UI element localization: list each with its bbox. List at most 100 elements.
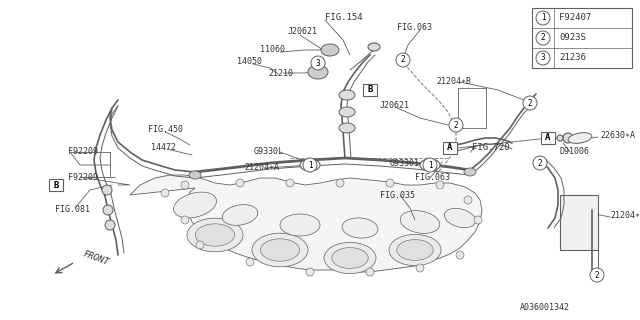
Text: FRONT: FRONT — [82, 249, 110, 267]
Text: 21204∗B: 21204∗B — [436, 77, 471, 86]
Ellipse shape — [280, 214, 320, 236]
Text: 1: 1 — [428, 161, 432, 170]
Bar — [49, 179, 63, 191]
Circle shape — [161, 189, 169, 197]
Text: 2: 2 — [538, 158, 542, 167]
Circle shape — [396, 53, 410, 67]
Text: F92209: F92209 — [68, 172, 98, 181]
Ellipse shape — [300, 159, 320, 171]
Circle shape — [456, 251, 464, 259]
Text: FIG.720: FIG.720 — [472, 143, 509, 153]
Ellipse shape — [324, 243, 376, 274]
Text: G9330L: G9330L — [254, 148, 284, 156]
Text: A: A — [545, 133, 550, 142]
Circle shape — [366, 268, 374, 276]
Circle shape — [306, 268, 314, 276]
Ellipse shape — [397, 240, 433, 260]
Ellipse shape — [464, 168, 476, 176]
Text: 0923S: 0923S — [559, 34, 586, 43]
Ellipse shape — [339, 123, 355, 133]
Text: B: B — [53, 180, 59, 189]
Circle shape — [563, 133, 573, 143]
Circle shape — [102, 185, 112, 195]
Text: 1: 1 — [541, 13, 545, 22]
Text: FIG.450: FIG.450 — [148, 125, 183, 134]
Ellipse shape — [189, 171, 201, 179]
Text: J20621: J20621 — [288, 28, 318, 36]
Text: FIG.154: FIG.154 — [325, 12, 363, 21]
Text: 11060: 11060 — [260, 45, 285, 54]
Circle shape — [181, 216, 189, 224]
Text: FIG.035: FIG.035 — [380, 190, 415, 199]
Text: F92407: F92407 — [559, 13, 591, 22]
Ellipse shape — [339, 107, 355, 117]
Bar — [560, 195, 598, 250]
Circle shape — [523, 96, 537, 110]
Polygon shape — [130, 175, 482, 272]
Circle shape — [533, 156, 547, 170]
Text: 21204∗A: 21204∗A — [244, 164, 279, 172]
Ellipse shape — [342, 218, 378, 238]
Ellipse shape — [321, 44, 339, 56]
Bar — [541, 132, 555, 144]
Text: 22630∗A: 22630∗A — [600, 131, 635, 140]
Ellipse shape — [400, 211, 440, 233]
Text: 21210: 21210 — [268, 68, 293, 77]
Circle shape — [103, 205, 113, 215]
Text: 2: 2 — [454, 121, 458, 130]
Circle shape — [416, 264, 424, 272]
Text: 3: 3 — [316, 59, 320, 68]
Circle shape — [464, 196, 472, 204]
Text: 2: 2 — [401, 55, 405, 65]
Ellipse shape — [173, 192, 216, 218]
Bar — [443, 142, 457, 154]
Text: F92209: F92209 — [68, 148, 98, 156]
Circle shape — [449, 118, 463, 132]
Circle shape — [536, 51, 550, 65]
Text: 21204∗C: 21204∗C — [610, 211, 640, 220]
Bar — [532, 8, 632, 68]
Circle shape — [474, 216, 482, 224]
Circle shape — [181, 181, 189, 189]
Text: J20621: J20621 — [380, 100, 410, 109]
Circle shape — [557, 135, 563, 141]
Circle shape — [303, 158, 317, 172]
Circle shape — [286, 179, 294, 187]
Ellipse shape — [195, 224, 235, 246]
Circle shape — [105, 220, 115, 230]
Circle shape — [536, 11, 550, 25]
Text: 3: 3 — [541, 53, 545, 62]
Text: B: B — [367, 85, 372, 94]
Circle shape — [436, 181, 444, 189]
Text: 14050: 14050 — [237, 58, 262, 67]
Circle shape — [386, 179, 394, 187]
Ellipse shape — [568, 133, 592, 143]
Circle shape — [236, 179, 244, 187]
Text: FIG.081: FIG.081 — [55, 205, 90, 214]
Ellipse shape — [252, 233, 308, 267]
Circle shape — [590, 268, 604, 282]
Ellipse shape — [222, 205, 258, 225]
Circle shape — [536, 31, 550, 45]
Ellipse shape — [260, 239, 300, 261]
Ellipse shape — [339, 90, 355, 100]
Text: G93301: G93301 — [390, 158, 420, 167]
Circle shape — [311, 56, 325, 70]
Text: 2: 2 — [541, 34, 545, 43]
Circle shape — [246, 258, 254, 266]
Text: 2: 2 — [528, 99, 532, 108]
Text: A036001342: A036001342 — [520, 303, 570, 313]
Ellipse shape — [389, 234, 441, 266]
Text: FIG.063: FIG.063 — [397, 23, 432, 33]
Ellipse shape — [368, 43, 380, 51]
Text: A: A — [447, 143, 452, 153]
Text: D91006: D91006 — [559, 148, 589, 156]
Circle shape — [423, 158, 437, 172]
Text: 2: 2 — [595, 270, 599, 279]
Ellipse shape — [308, 65, 328, 79]
Ellipse shape — [444, 208, 476, 228]
Ellipse shape — [420, 159, 440, 171]
Text: FIG.063: FIG.063 — [415, 173, 450, 182]
Text: 1: 1 — [308, 161, 312, 170]
Circle shape — [196, 241, 204, 249]
